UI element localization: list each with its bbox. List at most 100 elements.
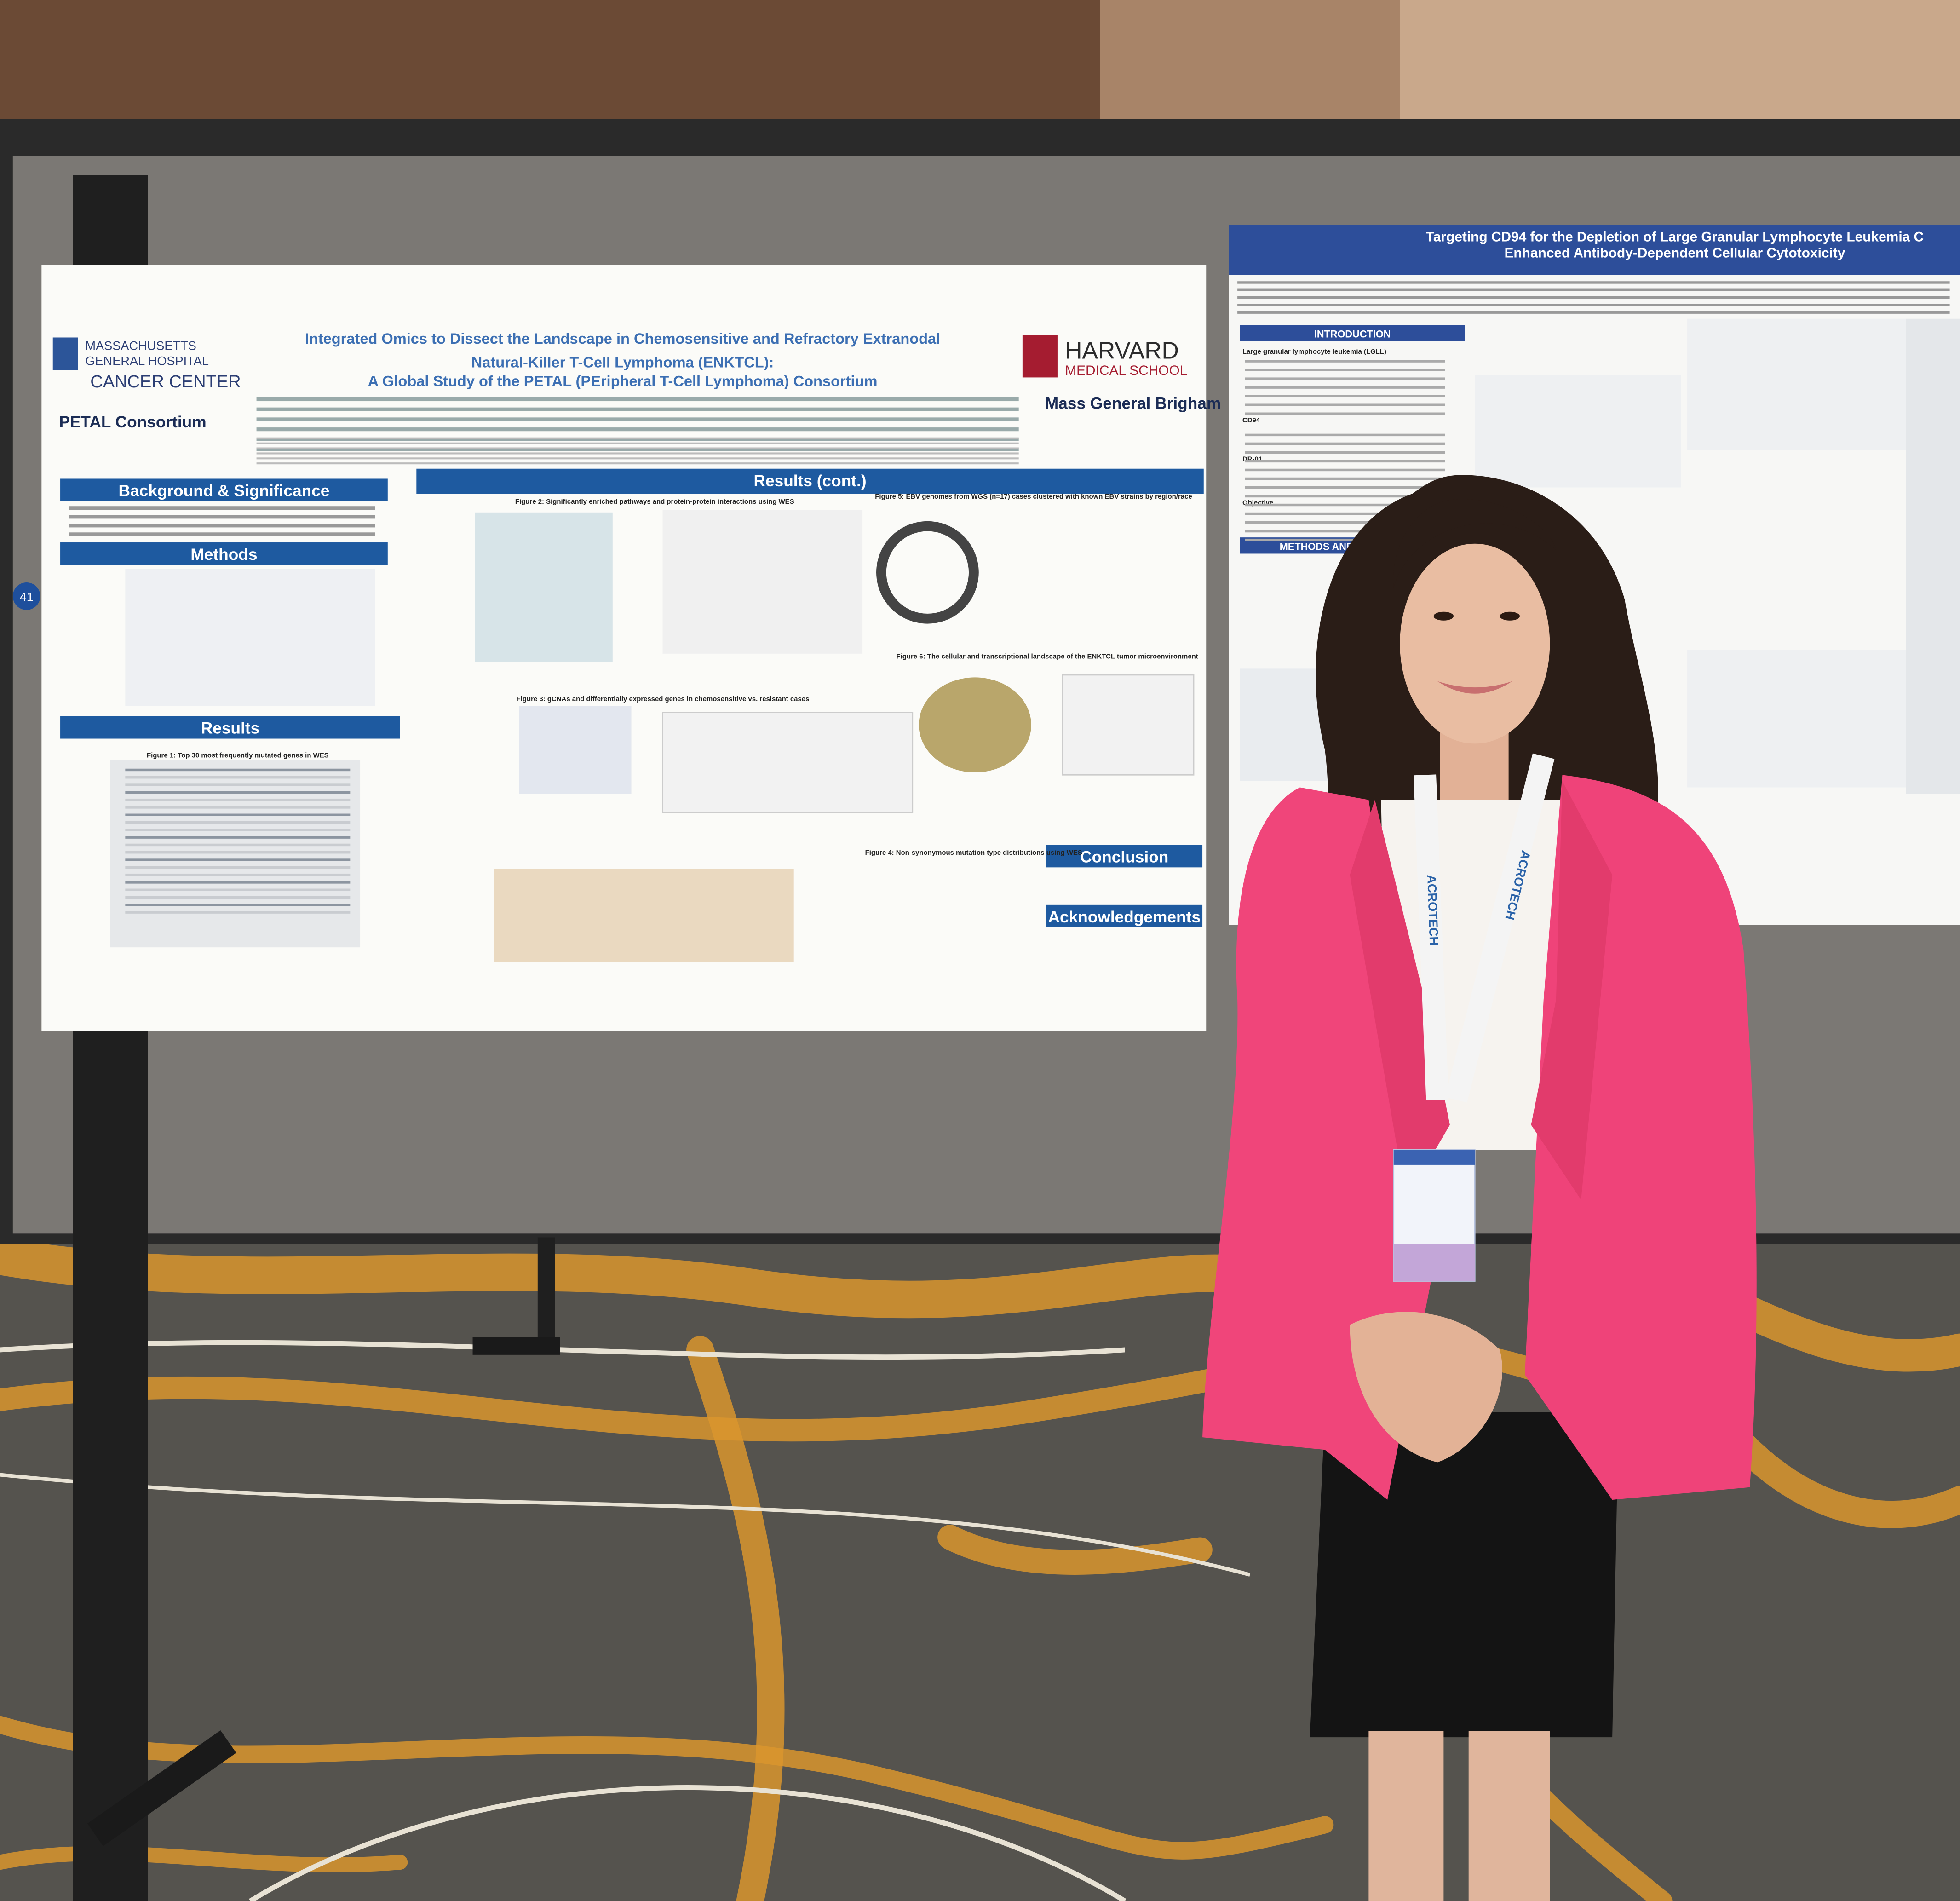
- affiliation-line: [256, 462, 1019, 465]
- leg: [1368, 1731, 1444, 1901]
- heatmap-row: [125, 904, 351, 906]
- board-foot: [472, 1337, 560, 1355]
- heatmap-row: [125, 768, 351, 772]
- section-header: [60, 716, 400, 739]
- text-line: [1245, 512, 1445, 515]
- text-line: [1245, 412, 1445, 415]
- text-line: [69, 515, 375, 519]
- figure-panel: [1475, 374, 1681, 488]
- logo-text: MASSACHUSETTS: [85, 339, 196, 353]
- wall-light: [1400, 0, 1960, 125]
- section-header: [1046, 845, 1203, 868]
- name-badge-footer: [1393, 1244, 1475, 1281]
- carpet-pattern: [686, 1336, 785, 1901]
- text-line: [1245, 451, 1445, 454]
- section-title: Acknowledgements: [1048, 908, 1201, 926]
- text-line: [1245, 503, 1445, 507]
- logo-text: PETAL Consortium: [59, 413, 206, 431]
- heatmap-row: [125, 843, 351, 847]
- wall-panel: [1100, 0, 1400, 125]
- blazer-lapel: [1531, 781, 1613, 1200]
- section-title: INTRODUCTION: [1314, 328, 1391, 340]
- mouth: [1437, 681, 1512, 694]
- text-line: [1245, 477, 1445, 480]
- poster-header: [1229, 225, 1960, 275]
- author-line: [1237, 281, 1950, 284]
- section-header: [416, 468, 1204, 494]
- text-line: [1245, 403, 1445, 406]
- figure-panel: [519, 706, 632, 794]
- figure-caption: Figure 1: Top 30 most frequently mutated…: [147, 751, 329, 759]
- author-line: [256, 397, 1019, 402]
- text-line: [1245, 468, 1445, 472]
- poster-title: Targeting CD94 for the Depletion of Larg…: [1426, 229, 1924, 244]
- section-title: Background & Significance: [118, 482, 329, 500]
- heatmap-row: [125, 873, 351, 876]
- text-line: [1245, 460, 1445, 463]
- carpet-pattern: [1711, 1411, 1960, 1528]
- text-line: [1245, 521, 1445, 524]
- text-line: [69, 532, 375, 536]
- heatmap-row: [125, 896, 351, 899]
- board-foot: [87, 1730, 236, 1846]
- affiliation-line: [256, 452, 1019, 455]
- affiliation-line: [256, 442, 1019, 444]
- heatmap-row: [125, 783, 351, 786]
- section-title: Results: [201, 720, 260, 737]
- heatmap-row: [125, 806, 351, 809]
- name-badge-stripe: [1393, 1150, 1475, 1165]
- figure-caption: Figure 2: Significantly enriched pathway…: [515, 498, 794, 506]
- logo-text: Mass General Brigham: [1045, 394, 1221, 412]
- text-line: [1245, 395, 1445, 397]
- poster-title: A Global Study of the PETAL (PEripheral …: [368, 372, 878, 389]
- carpet-line: [0, 1473, 1251, 1577]
- figure-panel: [475, 512, 613, 662]
- lanyard-text: ACROTECH: [1425, 875, 1441, 946]
- author-line: [1237, 311, 1950, 314]
- carpet-pattern: [0, 1237, 1269, 1319]
- text-line: [1245, 433, 1445, 437]
- section-title: Methods: [190, 546, 257, 564]
- figure-panel: [1687, 650, 1906, 788]
- carpet-line: [249, 1785, 1127, 1901]
- carpet-line: [0, 1340, 1125, 1360]
- blazer-lapel: [1350, 800, 1450, 1200]
- heatmap-row: [125, 813, 351, 816]
- figure-caption: Figure 5: EBV genomes from WGS (n=17) ca…: [875, 493, 1192, 501]
- face: [1400, 543, 1550, 744]
- lanyard: [1445, 753, 1555, 1103]
- figure-panel: [919, 677, 1031, 772]
- author-line: [256, 407, 1019, 411]
- heatmap-row: [125, 881, 351, 884]
- heatmap-row: [125, 821, 351, 824]
- text-line: [1245, 360, 1445, 363]
- poster-title: Integrated Omics to Dissect the Landscap…: [305, 330, 940, 347]
- logo-mark: [1022, 335, 1058, 378]
- heatmap-row: [125, 866, 351, 869]
- text-line: [1245, 538, 1445, 541]
- text-line: [69, 524, 375, 528]
- heatmap-row: [125, 911, 351, 914]
- affiliation-line: [256, 457, 1019, 460]
- logo-text: CANCER CENTER: [90, 372, 241, 392]
- figure-caption: Figure 6: The cellular and transcription…: [896, 653, 1198, 661]
- text-line: [1245, 495, 1445, 498]
- figure-panel: [1062, 674, 1195, 776]
- text-line: [1245, 530, 1445, 533]
- text-line: [1245, 386, 1445, 389]
- logo-text: HARVARD: [1065, 337, 1179, 364]
- heatmap-row: [125, 836, 351, 839]
- heatmap-row: [125, 858, 351, 861]
- author-line: [1237, 288, 1950, 291]
- author-line: [256, 417, 1019, 421]
- author-line: [256, 427, 1019, 432]
- heatmap-row: [125, 851, 351, 854]
- figure-caption: Figure 4: Non-synonymous mutation type d…: [865, 849, 1082, 857]
- carpet-pattern: [0, 1846, 408, 1872]
- figure-panel: [662, 712, 914, 813]
- figure-panel: [1687, 318, 1906, 450]
- heatmap-row: [125, 888, 351, 891]
- section-title: Conclusion: [1080, 848, 1168, 866]
- text-line: [69, 506, 375, 510]
